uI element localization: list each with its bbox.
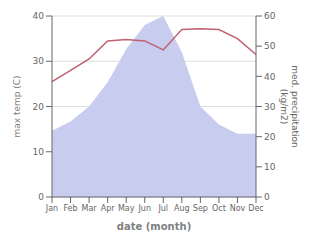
svg-text:Mar: Mar: [82, 204, 98, 213]
svg-text:Dec: Dec: [248, 204, 263, 213]
svg-text:med. precipitation(kg/m2): med. precipitation(kg/m2): [279, 65, 300, 147]
svg-text:Jan: Jan: [45, 204, 58, 213]
svg-text:10: 10: [264, 162, 276, 172]
svg-text:Jun: Jun: [137, 204, 151, 213]
svg-text:20: 20: [33, 102, 45, 112]
svg-text:30: 30: [264, 102, 276, 112]
svg-text:30: 30: [33, 56, 45, 66]
svg-text:Feb: Feb: [63, 204, 77, 213]
svg-text:May: May: [118, 204, 135, 213]
svg-text:0: 0: [264, 192, 270, 202]
svg-text:40: 40: [33, 11, 45, 21]
svg-text:Sep: Sep: [193, 204, 208, 213]
svg-text:Apr: Apr: [101, 204, 116, 213]
svg-text:Nov: Nov: [230, 204, 246, 213]
svg-text:max temp (C): max temp (C): [12, 75, 22, 137]
svg-text:20: 20: [264, 132, 276, 142]
svg-text:Jul: Jul: [157, 204, 168, 213]
svg-text:0: 0: [38, 192, 44, 202]
svg-text:Aug: Aug: [174, 204, 190, 213]
svg-text:60: 60: [264, 11, 276, 21]
svg-text:10: 10: [33, 147, 45, 157]
svg-text:40: 40: [264, 72, 276, 82]
svg-text:50: 50: [264, 41, 276, 51]
svg-text:Oct: Oct: [212, 204, 226, 213]
svg-text:date (month): date (month): [117, 221, 191, 232]
